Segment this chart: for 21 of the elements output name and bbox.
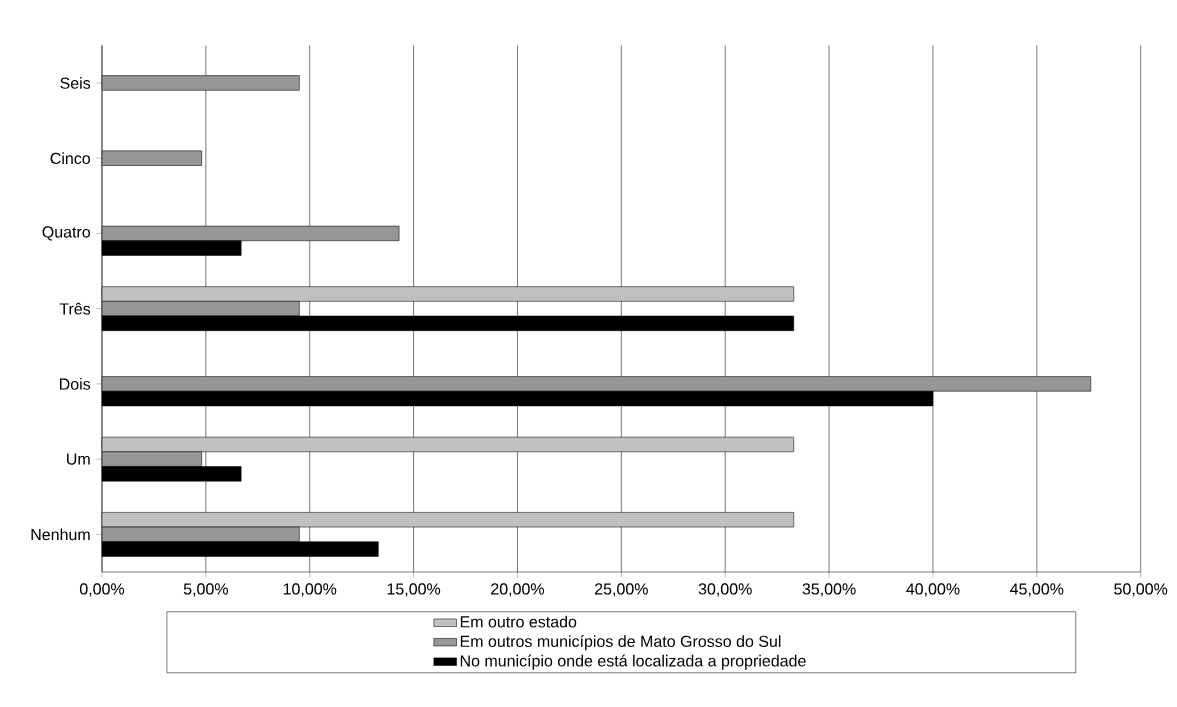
legend-label: Em outro estado [460, 615, 577, 628]
y-tick-label: Um [67, 453, 90, 465]
y-tick-label: Quatro [42, 226, 91, 241]
x-tick-label: 35,00% [802, 583, 856, 597]
x-tick-label: 30,00% [698, 583, 752, 597]
x-tick-label: 45,00% [1010, 583, 1064, 597]
x-tick-label: 25,00% [595, 583, 648, 597]
y-tick-label: Seis [60, 77, 91, 89]
y-tick-label: Nenhum [31, 528, 90, 541]
x-tick-label: 5,00% [183, 583, 228, 597]
legend-label: Em outros municípios de Mato Grosso do Sul [460, 635, 781, 651]
legend-label: No município onde está localizada a propriedade [460, 654, 806, 670]
x-tick-label: 0,00% [79, 583, 125, 597]
x-tick-label: 15,00% [387, 583, 441, 597]
x-tick-label: 20,00% [491, 583, 545, 597]
x-tick-label: 40,00% [906, 583, 960, 597]
x-tick-label: 10,00% [283, 583, 337, 597]
y-tick-label: Três [59, 302, 91, 315]
y-tick-label: Dois [60, 378, 91, 390]
x-tick-label: 50,00% [1114, 583, 1168, 597]
y-tick-label: Cinco [50, 152, 91, 165]
